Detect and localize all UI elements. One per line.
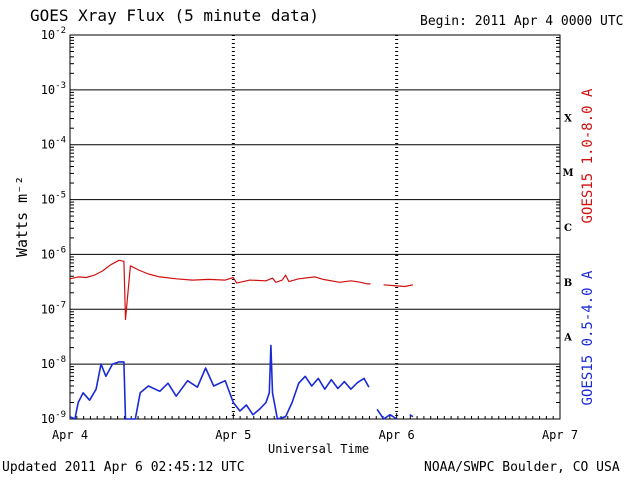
updated-timestamp: Updated 2011 Apr 6 02:45:12 UTC — [2, 460, 245, 475]
flare-class-label: M — [562, 168, 573, 179]
plot-frame — [69, 34, 561, 420]
flare-class-label: X — [564, 113, 572, 124]
chart-title: GOES Xray Flux (5 minute data) — [30, 6, 319, 25]
x-axis-label: Universal Time — [268, 442, 370, 456]
x-tick-label: Apr 4 — [52, 428, 88, 442]
flare-class-label: A — [563, 333, 572, 344]
x-tick-label: Apr 5 — [215, 428, 251, 442]
x-tick-label: Apr 6 — [379, 428, 415, 442]
x-tick-label: Apr 7 — [542, 428, 578, 442]
credit-text: NOAA/SWPC Boulder, CO USA — [424, 460, 620, 475]
y-tick-label: 10-5 — [41, 191, 66, 207]
y-tick-label: 10-4 — [41, 136, 66, 152]
series-line-long — [69, 259, 414, 321]
begin-timestamp: Begin: 2011 Apr 4 0000 UTC — [420, 14, 624, 29]
y-tick-label: 10-3 — [41, 81, 66, 97]
y-tick-label: 10-7 — [41, 300, 66, 316]
y-tick-label: 10-2 — [41, 26, 66, 42]
flare-class-label: C — [564, 223, 572, 234]
series-line-short — [69, 344, 414, 420]
y-tick-label: 10-6 — [41, 245, 66, 261]
y-tick-label: 10-9 — [41, 410, 66, 426]
y-tick-label: 10-8 — [41, 355, 66, 371]
flare-class-label: B — [564, 278, 572, 289]
